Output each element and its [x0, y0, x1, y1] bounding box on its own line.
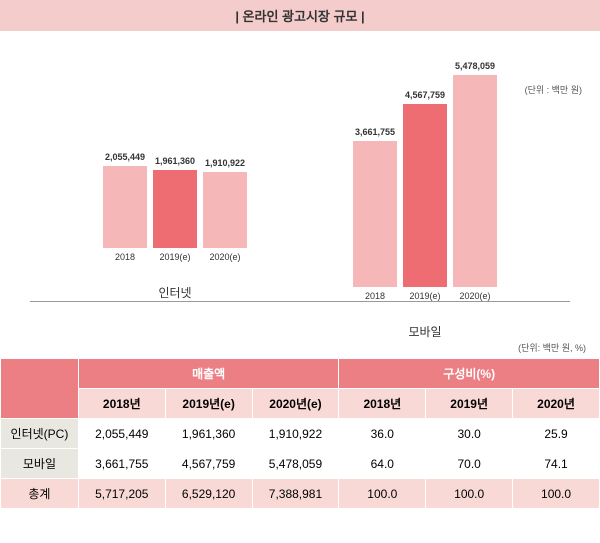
bar: 1,961,360 2019(e) — [153, 61, 197, 262]
title-bar: | 온라인 광고시장 규모 | — [0, 0, 600, 31]
group-label: 인터넷 — [158, 284, 191, 301]
bar-value-label: 5,478,059 — [455, 61, 495, 71]
table-row: 인터넷(PC)2,055,4491,961,3601,910,92236.030… — [1, 419, 600, 449]
table-subheader: 2019년 — [426, 389, 513, 419]
data-table: 매출액구성비(%)2018년2019년(e)2020년(e)2018년2019년… — [0, 358, 600, 509]
table-subheader: 2019년(e) — [165, 389, 252, 419]
table-subheader: 2018년 — [78, 389, 165, 419]
bar-value-label: 1,910,922 — [205, 158, 245, 168]
table-subheader: 2018년 — [339, 389, 426, 419]
table-cell: 64.0 — [339, 449, 426, 479]
table-cell: 5,717,205 — [78, 479, 165, 509]
table-cell: 2,055,449 — [78, 419, 165, 449]
table-cell: 7,388,981 — [252, 479, 339, 509]
chart-area: (단위 : 백만 원) 2,055,44920181,961,3602019(e… — [0, 31, 600, 341]
table-unit: (단위: 백만 원, %) — [0, 341, 600, 358]
table-header-group: 구성비(%) — [339, 359, 600, 389]
bar-x-label: 2020(e) — [459, 291, 490, 301]
bar-x-label: 2020(e) — [209, 252, 240, 262]
table-cell: 70.0 — [426, 449, 513, 479]
bar-x-label: 2018 — [115, 252, 135, 262]
bar-rect — [203, 172, 247, 248]
table-cell: 100.0 — [426, 479, 513, 509]
table-cell: 1,961,360 — [165, 419, 252, 449]
bar-value-label: 2,055,449 — [105, 152, 145, 162]
table-subheader: 2020년(e) — [252, 389, 339, 419]
table-cell: 3,661,755 — [78, 449, 165, 479]
table-row: 모바일3,661,7554,567,7595,478,05964.070.074… — [1, 449, 600, 479]
table-header-group: 매출액 — [78, 359, 339, 389]
table-cell: 5,478,059 — [252, 449, 339, 479]
table-row: 총계5,717,2056,529,1207,388,981100.0100.01… — [1, 479, 600, 509]
table-subheader: 2020년 — [513, 389, 600, 419]
chart-container: 2,055,449 2018 1,961,360 2019(e) 1,910,922 20… — [50, 61, 550, 301]
row-label: 인터넷(PC) — [1, 419, 79, 449]
bar: 1,910,922 2020(e) — [203, 61, 247, 262]
bar-value-label: 1,961,360 — [155, 156, 195, 166]
bar-value-label: 3,661,755 — [355, 127, 395, 137]
title-text: | 온라인 광고시장 규모 | — [235, 9, 364, 24]
group-label: 모바일 — [408, 323, 441, 340]
table-cell: 6,529,120 — [165, 479, 252, 509]
chart-group: 2,055,449 2018 1,961,360 2019(e) 1,910,922 20… — [103, 61, 247, 301]
bar-x-label: 2018 — [365, 291, 385, 301]
table-cell: 4,567,759 — [165, 449, 252, 479]
bar-value-label: 4,567,759 — [405, 90, 445, 100]
bar: 2,055,449 2018 — [103, 61, 147, 262]
bar-rect — [403, 104, 447, 287]
table-cell: 74.1 — [513, 449, 600, 479]
bar-rect — [453, 75, 497, 287]
table-cell: 25.9 — [513, 419, 600, 449]
bar-x-label: 2019(e) — [409, 291, 440, 301]
table-cell: 100.0 — [513, 479, 600, 509]
chart-baseline — [30, 301, 570, 302]
bar: 3,661,755 2018 — [353, 61, 397, 301]
chart-group: 3,661,755 2018 4,567,759 2019(e) 5,478,059 20… — [353, 61, 497, 301]
bar-x-label: 2019(e) — [159, 252, 190, 262]
bar-rect — [153, 170, 197, 248]
bar-rect — [353, 141, 397, 287]
row-label: 모바일 — [1, 449, 79, 479]
table-cell: 36.0 — [339, 419, 426, 449]
bar: 4,567,759 2019(e) — [403, 61, 447, 301]
bar: 5,478,059 2020(e) — [453, 61, 497, 301]
bar-rect — [103, 166, 147, 248]
table-cell: 1,910,922 — [252, 419, 339, 449]
table-cell: 100.0 — [339, 479, 426, 509]
row-label: 총계 — [1, 479, 79, 509]
table-cell: 30.0 — [426, 419, 513, 449]
